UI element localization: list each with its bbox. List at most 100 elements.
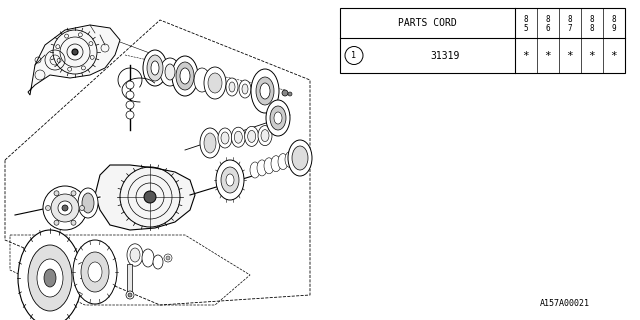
- Ellipse shape: [142, 249, 154, 267]
- Ellipse shape: [78, 188, 98, 218]
- Ellipse shape: [194, 68, 210, 92]
- Text: A157A00021: A157A00021: [540, 299, 590, 308]
- Ellipse shape: [143, 50, 167, 86]
- Ellipse shape: [165, 64, 175, 80]
- Ellipse shape: [127, 244, 143, 266]
- Circle shape: [71, 191, 76, 196]
- Ellipse shape: [234, 131, 243, 143]
- Ellipse shape: [180, 68, 190, 84]
- Text: PARTS CORD: PARTS CORD: [398, 18, 457, 28]
- Text: 5: 5: [524, 23, 528, 33]
- Text: 1: 1: [351, 51, 356, 60]
- Ellipse shape: [147, 55, 163, 81]
- Circle shape: [58, 201, 72, 215]
- Text: *: *: [545, 51, 552, 60]
- Ellipse shape: [250, 162, 260, 178]
- Ellipse shape: [37, 259, 63, 297]
- Text: 8: 8: [524, 14, 528, 23]
- Ellipse shape: [266, 100, 290, 136]
- Ellipse shape: [274, 112, 282, 124]
- Ellipse shape: [292, 146, 308, 170]
- Ellipse shape: [271, 156, 281, 172]
- Circle shape: [126, 91, 134, 99]
- Ellipse shape: [153, 255, 163, 269]
- Circle shape: [288, 92, 292, 96]
- Text: 31319: 31319: [430, 51, 460, 60]
- Circle shape: [345, 46, 363, 65]
- Bar: [340, 8, 625, 73]
- Text: *: *: [589, 51, 595, 60]
- Ellipse shape: [251, 69, 279, 113]
- Circle shape: [126, 101, 134, 109]
- Circle shape: [71, 220, 76, 225]
- Ellipse shape: [226, 78, 238, 96]
- Ellipse shape: [231, 127, 245, 147]
- Ellipse shape: [200, 128, 220, 158]
- Ellipse shape: [226, 174, 234, 186]
- Ellipse shape: [73, 240, 117, 304]
- Ellipse shape: [261, 130, 269, 141]
- Ellipse shape: [258, 126, 272, 146]
- Ellipse shape: [204, 133, 216, 153]
- Ellipse shape: [204, 67, 226, 99]
- Ellipse shape: [264, 158, 274, 174]
- Ellipse shape: [242, 84, 248, 94]
- Ellipse shape: [176, 62, 194, 90]
- Text: 7: 7: [568, 23, 572, 33]
- Ellipse shape: [82, 193, 94, 213]
- Circle shape: [62, 205, 68, 211]
- Polygon shape: [95, 165, 195, 230]
- Circle shape: [51, 194, 79, 222]
- Circle shape: [126, 111, 134, 119]
- Text: 8: 8: [546, 14, 550, 23]
- Ellipse shape: [221, 167, 239, 193]
- Ellipse shape: [229, 82, 235, 92]
- Text: 8: 8: [612, 14, 616, 23]
- Circle shape: [54, 191, 59, 196]
- Ellipse shape: [218, 128, 232, 148]
- Circle shape: [166, 256, 170, 260]
- Text: 9: 9: [612, 23, 616, 33]
- Ellipse shape: [270, 106, 286, 130]
- Circle shape: [45, 205, 51, 211]
- Ellipse shape: [244, 126, 259, 147]
- Ellipse shape: [172, 56, 198, 96]
- Circle shape: [126, 291, 134, 299]
- Ellipse shape: [130, 248, 140, 262]
- Ellipse shape: [256, 77, 274, 105]
- Circle shape: [164, 254, 172, 262]
- Ellipse shape: [28, 245, 72, 311]
- Ellipse shape: [239, 80, 251, 98]
- Circle shape: [43, 186, 87, 230]
- Circle shape: [72, 49, 78, 55]
- Ellipse shape: [221, 132, 229, 144]
- Text: 8: 8: [568, 14, 572, 23]
- Ellipse shape: [44, 269, 56, 287]
- Ellipse shape: [248, 131, 255, 142]
- Text: 6: 6: [546, 23, 550, 33]
- Bar: [127, 264, 132, 292]
- Circle shape: [128, 293, 132, 297]
- Text: *: *: [523, 51, 529, 60]
- Ellipse shape: [288, 140, 312, 176]
- Ellipse shape: [285, 151, 295, 167]
- Ellipse shape: [208, 73, 222, 93]
- Ellipse shape: [160, 58, 180, 86]
- Ellipse shape: [18, 230, 82, 320]
- Ellipse shape: [151, 61, 159, 75]
- Circle shape: [282, 90, 288, 96]
- Ellipse shape: [216, 160, 244, 200]
- Polygon shape: [28, 25, 120, 95]
- Ellipse shape: [88, 262, 102, 282]
- Ellipse shape: [257, 160, 267, 176]
- Ellipse shape: [260, 83, 270, 99]
- Ellipse shape: [278, 154, 288, 170]
- Circle shape: [126, 81, 134, 89]
- Text: 8: 8: [589, 14, 595, 23]
- Text: *: *: [566, 51, 573, 60]
- Circle shape: [144, 191, 156, 203]
- Circle shape: [54, 220, 59, 225]
- Circle shape: [79, 205, 84, 211]
- Text: 8: 8: [589, 23, 595, 33]
- Text: *: *: [611, 51, 618, 60]
